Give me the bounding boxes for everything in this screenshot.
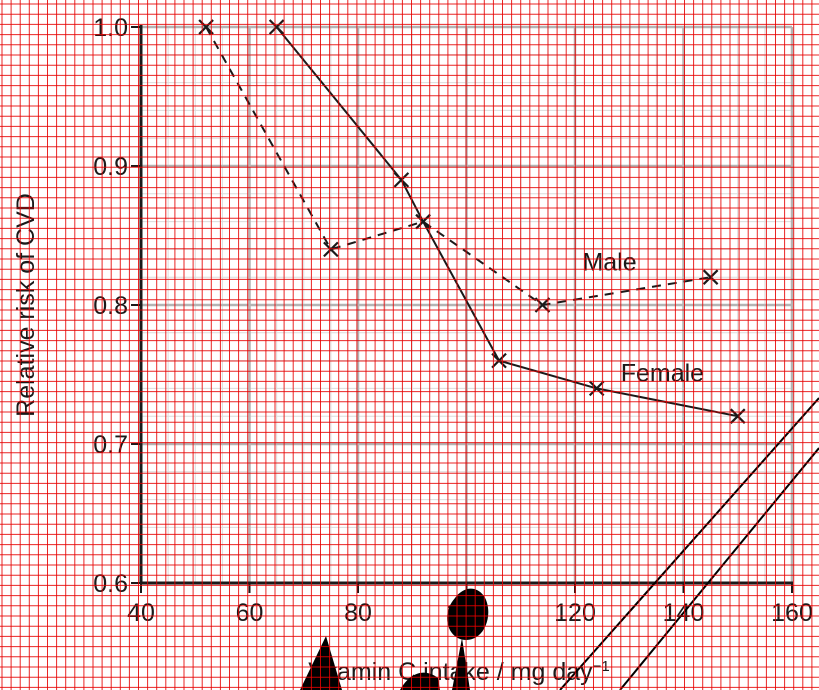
- y-tick-label: 0.8: [93, 292, 128, 320]
- series-lines: Male Female: [198, 19, 746, 424]
- x-tick-label: 40: [127, 599, 155, 627]
- y-tick-label: 0.7: [93, 431, 128, 459]
- data-point-marker: [415, 213, 431, 230]
- series-line-female: [275, 26, 738, 418]
- series-label-female: Female: [621, 359, 704, 387]
- y-tick-label: 0.6: [93, 570, 128, 598]
- data-point-marker: [198, 19, 214, 35]
- x-axis-title-text: Vitamin C intake / mg day: [308, 658, 593, 686]
- data-point-marker: [588, 380, 605, 397]
- black-blob-shape: [447, 588, 489, 640]
- y-axis-title: Relative risk of CVD: [12, 193, 40, 417]
- data-point-marker: [323, 241, 339, 258]
- x-tick-label: 160: [771, 599, 813, 627]
- data-point-marker: [268, 19, 285, 35]
- x-tick-label: 80: [344, 599, 372, 627]
- series-label-male: Male: [582, 248, 636, 276]
- x-axis-title: Vitamin C intake / mg day−1: [308, 658, 610, 686]
- y-tick-label: 1.0: [93, 14, 128, 42]
- x-tick-label: 60: [236, 599, 264, 627]
- data-point-marker: [393, 172, 410, 188]
- diagonal-line: [619, 447, 819, 690]
- data-point-marker: [702, 269, 719, 285]
